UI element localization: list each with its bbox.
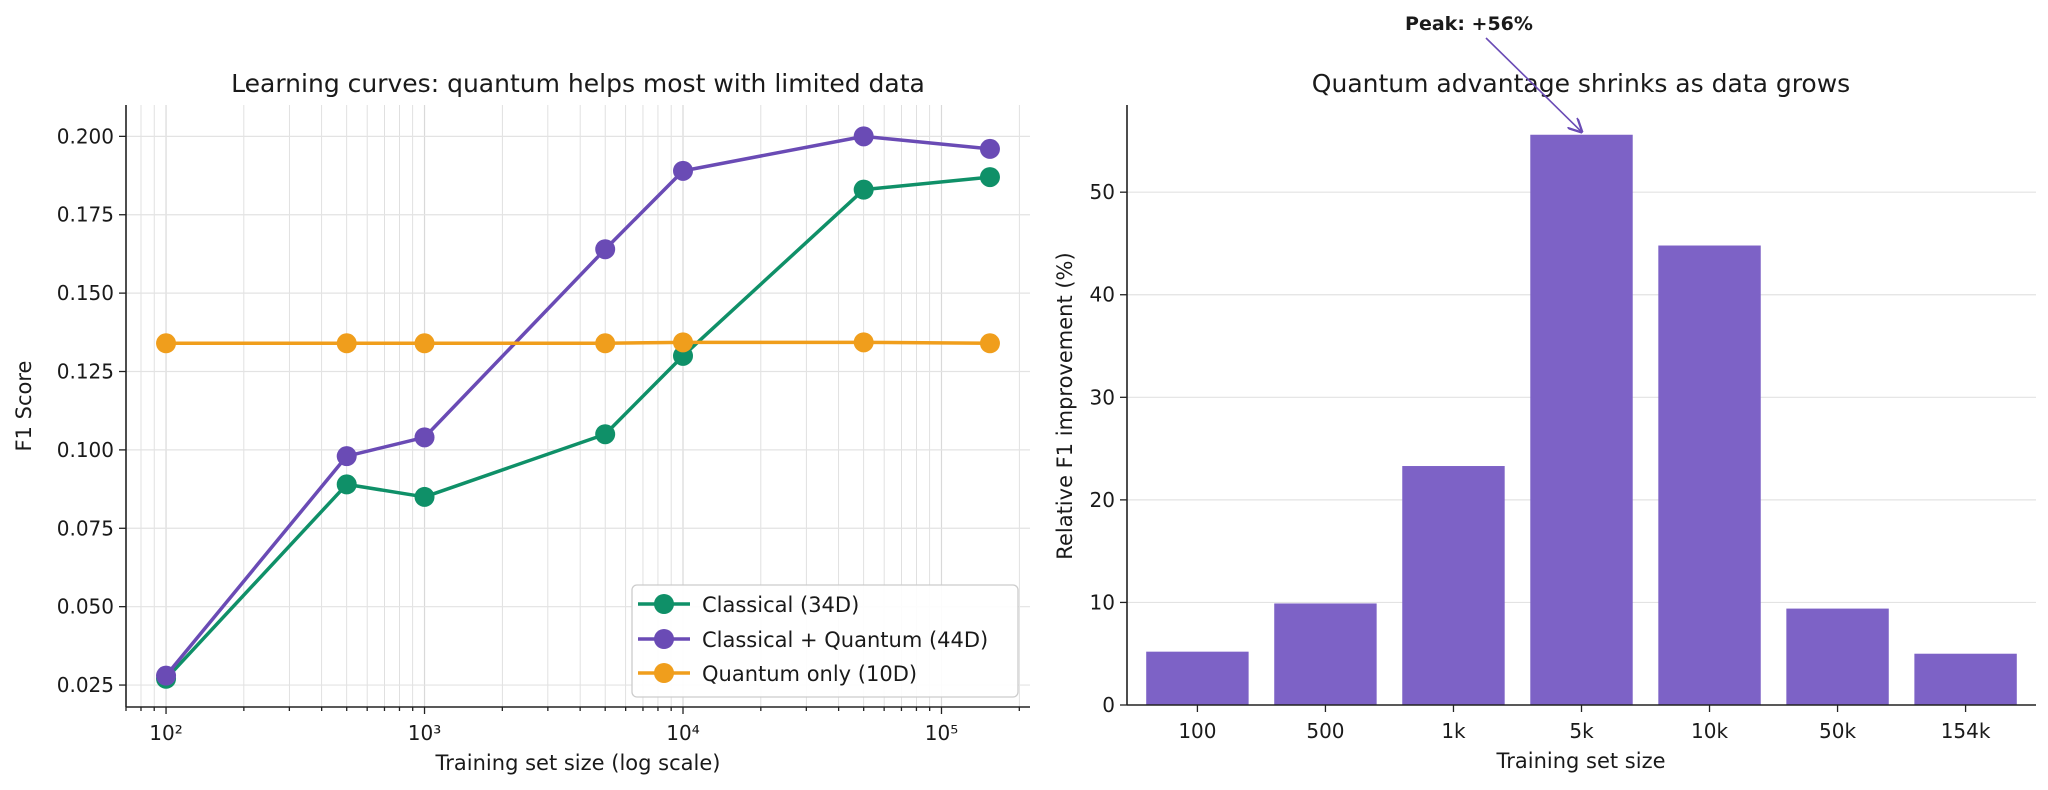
legend-label-classical: Classical (34D) — [702, 593, 859, 617]
legend: Classical (34D) Classical + Quantum (44D… — [631, 584, 1019, 698]
bar-5k — [1530, 134, 1633, 705]
legend-entry-classical-quantum: Classical + Quantum (44D) — [638, 628, 988, 652]
y-tick-label: 0.100 — [57, 438, 114, 462]
x-tick-label: 10k — [1691, 719, 1728, 743]
x-tick-label: 10³ — [408, 721, 441, 745]
data-point-classical-34d — [595, 424, 616, 445]
data-point-classical-34d — [853, 179, 874, 200]
right-y-axis-label: Relative F1 improvement (%) — [1053, 252, 1077, 559]
x-tick-label: 100 — [1178, 719, 1216, 743]
y-tick-label: 0.150 — [57, 281, 114, 305]
y-tick-label: 40 — [1090, 283, 1115, 307]
y-tick-label: 0.175 — [57, 203, 114, 227]
data-point-classical-quantum-44d — [853, 126, 874, 147]
y-tick-label: 50 — [1090, 180, 1115, 204]
data-point-quantum-only-10d — [853, 332, 874, 353]
line-chart-panel: 0.025 0.050 0.075 0.100 0.125 0.150 0.175 0.200… — [12, 69, 1030, 775]
bar-154k — [1914, 653, 2017, 705]
y-tick-label: 0.050 — [57, 595, 114, 619]
y-tick-label: 10 — [1090, 590, 1115, 614]
y-tick-label: 20 — [1090, 488, 1115, 512]
y-tick-label: 0.200 — [57, 124, 114, 148]
data-point-quantum-only-10d — [156, 333, 177, 354]
data-point-classical-quantum-44d — [979, 138, 1000, 159]
bar-chart-panel: 0 10 20 30 40 50 100 500 1k 5k 10k 50k 154k Quantum … — [1053, 13, 2036, 773]
data-point-classical-34d — [979, 167, 1000, 188]
x-tick-label: 50k — [1819, 719, 1856, 743]
data-point-quantum-only-10d — [979, 333, 1000, 354]
x-tick-label: 10⁴ — [666, 721, 699, 745]
data-point-classical-quantum-44d — [156, 665, 177, 686]
left-y-axis-label: F1 Score — [12, 361, 36, 452]
y-tick-label: 0.125 — [57, 360, 114, 384]
right-bars — [1146, 134, 2017, 705]
y-tick-label: 0 — [1102, 693, 1115, 717]
bar-10k — [1658, 245, 1761, 705]
y-tick-label: 0.075 — [57, 516, 114, 540]
legend-label-classical-quantum: Classical + Quantum (44D) — [702, 628, 988, 652]
legend-marker-classical-quantum — [654, 629, 674, 649]
legend-marker-quantum-only — [654, 663, 674, 683]
x-tick-label: 5k — [1569, 719, 1594, 743]
bar-50k — [1786, 608, 1889, 705]
y-tick-label: 30 — [1090, 385, 1115, 409]
x-tick-label: 10² — [149, 721, 182, 745]
legend-box — [631, 584, 1019, 698]
data-point-quantum-only-10d — [673, 332, 694, 353]
legend-marker-classical — [654, 594, 674, 614]
legend-entry-classical: Classical (34D) — [638, 593, 859, 617]
left-chart-title: Learning curves: quantum helps most with… — [231, 69, 925, 98]
x-tick-label: 1k — [1441, 719, 1466, 743]
data-point-quantum-only-10d — [414, 333, 435, 354]
data-point-classical-quantum-44d — [414, 427, 435, 448]
data-point-quantum-only-10d — [336, 333, 357, 354]
data-point-quantum-only-10d — [595, 333, 616, 354]
peak-annotation-label: Peak: +56% — [1405, 13, 1533, 35]
bar-500 — [1274, 603, 1377, 705]
data-point-classical-quantum-44d — [673, 160, 694, 181]
x-tick-label: 154k — [1941, 719, 1991, 743]
legend-label-quantum-only: Quantum only (10D) — [702, 662, 917, 686]
data-point-classical-quantum-44d — [595, 239, 616, 260]
x-tick-label: 10⁵ — [925, 721, 958, 745]
x-tick-label: 500 — [1306, 719, 1344, 743]
right-ticks: 0 10 20 30 40 50 100 500 1k 5k 10k 50k 154k — [1090, 180, 1991, 743]
data-point-classical-quantum-44d — [336, 446, 357, 467]
right-chart-title: Quantum advantage shrinks as data grows — [1312, 69, 1850, 98]
y-tick-label: 0.025 — [57, 673, 114, 697]
left-series — [156, 126, 1000, 689]
legend-entry-quantum-only: Quantum only (10D) — [638, 662, 917, 686]
data-point-classical-34d — [414, 486, 435, 507]
data-point-classical-34d — [336, 474, 357, 495]
left-x-axis-label: Training set size (log scale) — [435, 751, 721, 775]
bar-100 — [1146, 651, 1249, 705]
peak-annotation-arrow — [1485, 37, 1582, 132]
left-ticks: 0.025 0.050 0.075 0.100 0.125 0.150 0.175 0.200… — [57, 124, 1020, 745]
right-x-axis-label: Training set size — [1495, 749, 1665, 773]
bar-1k — [1402, 466, 1505, 705]
